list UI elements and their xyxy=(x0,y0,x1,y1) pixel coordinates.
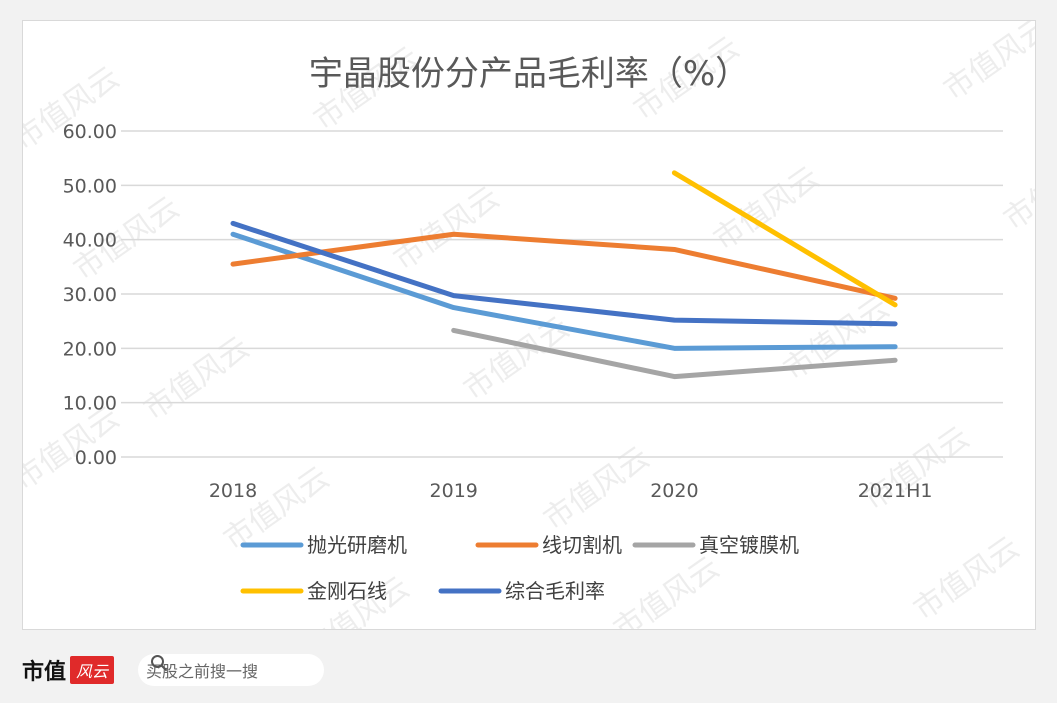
series-line xyxy=(230,231,898,301)
watermark-text: 市值风云 xyxy=(908,530,1026,627)
watermark-text: 市值风云 xyxy=(778,290,896,387)
series-line xyxy=(671,170,898,308)
watermark-text: 市值风云 xyxy=(858,420,976,517)
y-tick-label: 60.00 xyxy=(63,121,117,143)
watermark-text: 市值风云 xyxy=(608,550,726,629)
y-tick-label: 20.00 xyxy=(63,338,117,360)
brand-logo: 市值 风云 xyxy=(22,654,115,686)
y-tick-label: 40.00 xyxy=(63,230,117,252)
gridlines xyxy=(121,130,1003,458)
legend-label: 抛光研磨机 xyxy=(307,533,407,557)
x-tick-label: 2020 xyxy=(650,480,698,502)
chart-card: 市值风云 市值风云 市值风云 市值风云 市值风云 市值风云 市值风云 市值风云 市值风云 市值风云… xyxy=(22,20,1036,630)
watermark-text: 市值风云 xyxy=(388,180,506,277)
y-tick-label: 0.00 xyxy=(75,447,117,469)
watermark-text: 市值风云 xyxy=(998,140,1035,237)
x-tick-label: 2019 xyxy=(430,480,478,502)
watermark-text: 市值风云 xyxy=(138,330,256,427)
search-icon xyxy=(151,655,167,671)
brand-name: 市值 xyxy=(22,659,67,685)
search-placeholder: 买股之前搜一搜 xyxy=(146,662,259,681)
search-box[interactable]: 买股之前搜一搜 xyxy=(138,654,324,686)
brand-badge: 风云 xyxy=(70,656,115,684)
series-line xyxy=(230,231,898,351)
x-tick-label: 2021H1 xyxy=(858,480,933,502)
legend-label: 真空镀膜机 xyxy=(699,533,799,557)
legend-label: 综合毛利率 xyxy=(505,579,605,603)
x-axis-ticks: 2018 2019 2020 2021H1 xyxy=(209,480,933,502)
legend-label: 线切割机 xyxy=(542,533,622,557)
y-tick-label: 30.00 xyxy=(63,284,117,306)
y-axis-ticks: 0.00 10.00 20.00 30.00 40.00 50.00 60.00 xyxy=(63,121,117,469)
series-line xyxy=(230,220,898,327)
footer: 市值 风云 买股之前搜一搜 xyxy=(0,640,1057,703)
watermark-text: 市值风云 xyxy=(938,21,1035,108)
series-line xyxy=(451,327,898,380)
series-lines xyxy=(230,170,898,380)
legend-label: 金刚石线 xyxy=(307,579,387,603)
y-tick-label: 50.00 xyxy=(63,175,117,197)
chart-title: 宇晶股份分产品毛利率（%） xyxy=(309,54,749,94)
y-tick-label: 10.00 xyxy=(63,393,117,415)
watermark-text: 市值风云 xyxy=(708,160,826,257)
x-tick-label: 2018 xyxy=(209,480,257,502)
watermark-text: 市值风云 xyxy=(538,440,656,537)
